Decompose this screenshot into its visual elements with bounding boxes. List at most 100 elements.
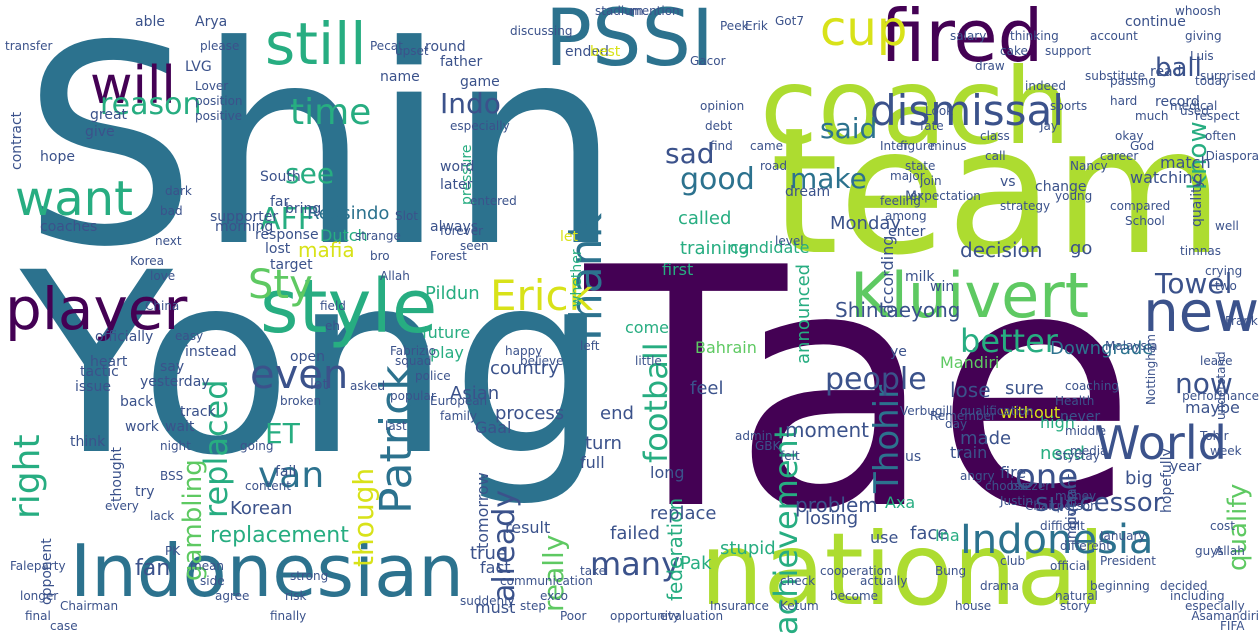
- cloud-word: salary: [950, 29, 987, 43]
- cloud-word: especially: [450, 119, 510, 133]
- cloud-word: Korean: [230, 498, 293, 519]
- cloud-word: bad: [160, 204, 183, 218]
- cloud-word: suddenly: [460, 594, 515, 608]
- cloud-word: hope: [40, 149, 75, 165]
- cloud-word: sure: [1005, 378, 1044, 399]
- cloud-word: natural: [1055, 589, 1098, 603]
- cloud-word: Kluivert: [850, 259, 1090, 332]
- cloud-word: discussing: [510, 24, 573, 38]
- cloud-word: coaching: [1065, 379, 1120, 393]
- cloud-word: hard: [1110, 94, 1138, 108]
- cloud-word: want: [15, 171, 133, 227]
- cloud-word: well: [1215, 219, 1239, 233]
- cloud-word: future: [422, 323, 471, 342]
- cloud-word: whoosh: [1175, 4, 1221, 18]
- cloud-word: tomorrow: [473, 472, 492, 550]
- cloud-word: including: [1170, 589, 1225, 603]
- cloud-word: class: [980, 129, 1010, 143]
- cloud-word: buzzer: [1010, 479, 1051, 493]
- cloud-word: train: [950, 443, 988, 462]
- cloud-word: time: [290, 92, 372, 133]
- cloud-word: Stystay: [1055, 449, 1100, 463]
- cloud-word: actually: [860, 574, 908, 588]
- cloud-word: turn: [585, 433, 622, 454]
- cloud-word: Sty: [248, 262, 313, 308]
- cloud-word: big: [1125, 468, 1153, 489]
- cloud-word: maybe: [1185, 398, 1240, 417]
- cloud-word: medical: [1170, 99, 1218, 113]
- cloud-word: though: [347, 468, 380, 568]
- cloud-word: young: [1055, 189, 1093, 203]
- cloud-word: always: [430, 219, 479, 235]
- cloud-word: forever: [440, 224, 484, 238]
- cloud-word: drama: [980, 579, 1019, 593]
- cloud-word: candidate: [730, 238, 810, 257]
- cloud-word: final: [25, 609, 51, 623]
- cloud-word: work: [125, 419, 159, 435]
- cloud-word: substitute: [1085, 69, 1146, 83]
- cloud-word: change: [1035, 179, 1087, 195]
- cloud-word: Poor: [560, 609, 587, 623]
- cloud-word: Allah: [380, 269, 410, 283]
- cloud-word: exco: [540, 589, 569, 603]
- cloud-word: round: [425, 39, 466, 55]
- cloud-word: use: [870, 528, 899, 547]
- cloud-word: find: [710, 139, 733, 153]
- cloud-word: eh: [325, 319, 340, 333]
- cloud-word: Got7: [775, 14, 804, 28]
- cloud-word: especially: [1185, 599, 1245, 613]
- cloud-word: without: [1000, 403, 1061, 422]
- cloud-word: field: [320, 299, 346, 313]
- cloud-word: middle: [1065, 424, 1106, 438]
- cloud-word: Bahrain: [695, 338, 757, 357]
- cloud-word: Asian: [450, 383, 500, 404]
- cloud-word: house: [955, 599, 992, 613]
- cloud-word: track: [180, 404, 216, 420]
- cloud-word: angry: [960, 469, 995, 483]
- cloud-word: account: [1090, 29, 1138, 43]
- cloud-word: happy: [505, 344, 543, 358]
- cloud-word: communication: [500, 574, 593, 588]
- cloud-word: thinking: [1010, 29, 1059, 43]
- cloud-word: every: [105, 499, 139, 513]
- cloud-word: qualification: [960, 404, 1034, 418]
- cloud-word: take: [580, 564, 606, 578]
- cloud-word: announced: [793, 263, 814, 364]
- cloud-word: national: [700, 511, 1106, 628]
- cloud-word: try: [135, 484, 155, 500]
- cloud-word: figure: [900, 139, 935, 153]
- cloud-word: felt: [780, 449, 800, 463]
- cloud-word: go: [1070, 238, 1093, 259]
- cloud-word: two: [1215, 279, 1237, 293]
- cloud-word: morning: [215, 219, 274, 235]
- cloud-word: think: [70, 434, 106, 450]
- cloud-word: training: [680, 238, 750, 259]
- cloud-word: Look: [925, 104, 954, 118]
- cloud-word: end: [600, 403, 634, 424]
- cloud-word: Chairperson: [1025, 499, 1098, 513]
- cloud-word: debt: [705, 119, 733, 133]
- cloud-word: hopefully: [1159, 448, 1175, 514]
- cloud-word: PSSI: [545, 0, 715, 84]
- cloud-word: Ina: [935, 526, 960, 545]
- cloud-word: Luis: [1190, 49, 1214, 63]
- cloud-word: lot: [310, 377, 328, 393]
- cloud-word: God: [1130, 139, 1155, 153]
- cloud-word: Diaspora: [1205, 149, 1259, 163]
- cloud-word: mafia: [298, 238, 355, 262]
- cloud-word: strategy: [1000, 199, 1051, 213]
- cloud-word: feel: [690, 378, 724, 399]
- cloud-word: officially: [95, 329, 154, 345]
- cloud-word: match: [1160, 153, 1211, 172]
- cloud-word: state: [905, 159, 936, 173]
- cloud-word: losing: [805, 508, 859, 529]
- cloud-word: longer: [20, 589, 59, 603]
- cloud-word: year: [1170, 459, 1202, 475]
- cloud-word: one: [1015, 457, 1079, 497]
- cloud-word: replacement: [210, 523, 349, 548]
- cloud-word: evaluation: [660, 609, 724, 623]
- cloud-word: enter: [888, 224, 926, 240]
- cloud-word: let: [560, 229, 578, 245]
- cloud-word: yesterday: [140, 374, 210, 390]
- cloud-word: country: [490, 358, 559, 379]
